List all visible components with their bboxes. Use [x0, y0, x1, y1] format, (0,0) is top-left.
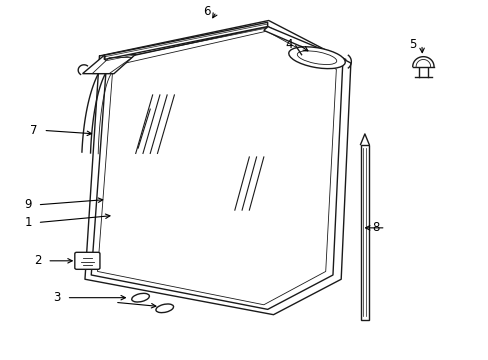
Text: 5: 5 [408, 38, 415, 51]
Polygon shape [104, 22, 267, 59]
Text: 6: 6 [203, 5, 210, 18]
Text: 7: 7 [30, 124, 38, 137]
Text: 2: 2 [34, 254, 41, 267]
Text: 8: 8 [372, 221, 379, 234]
Text: 4: 4 [285, 38, 292, 51]
Text: 3: 3 [53, 291, 61, 304]
Polygon shape [360, 145, 368, 320]
Polygon shape [82, 54, 136, 74]
Polygon shape [264, 27, 346, 64]
Ellipse shape [156, 304, 173, 312]
Ellipse shape [131, 293, 149, 302]
Text: 9: 9 [24, 198, 32, 211]
Polygon shape [97, 31, 336, 305]
Text: 1: 1 [24, 216, 32, 229]
FancyBboxPatch shape [75, 252, 100, 269]
Ellipse shape [288, 47, 345, 69]
